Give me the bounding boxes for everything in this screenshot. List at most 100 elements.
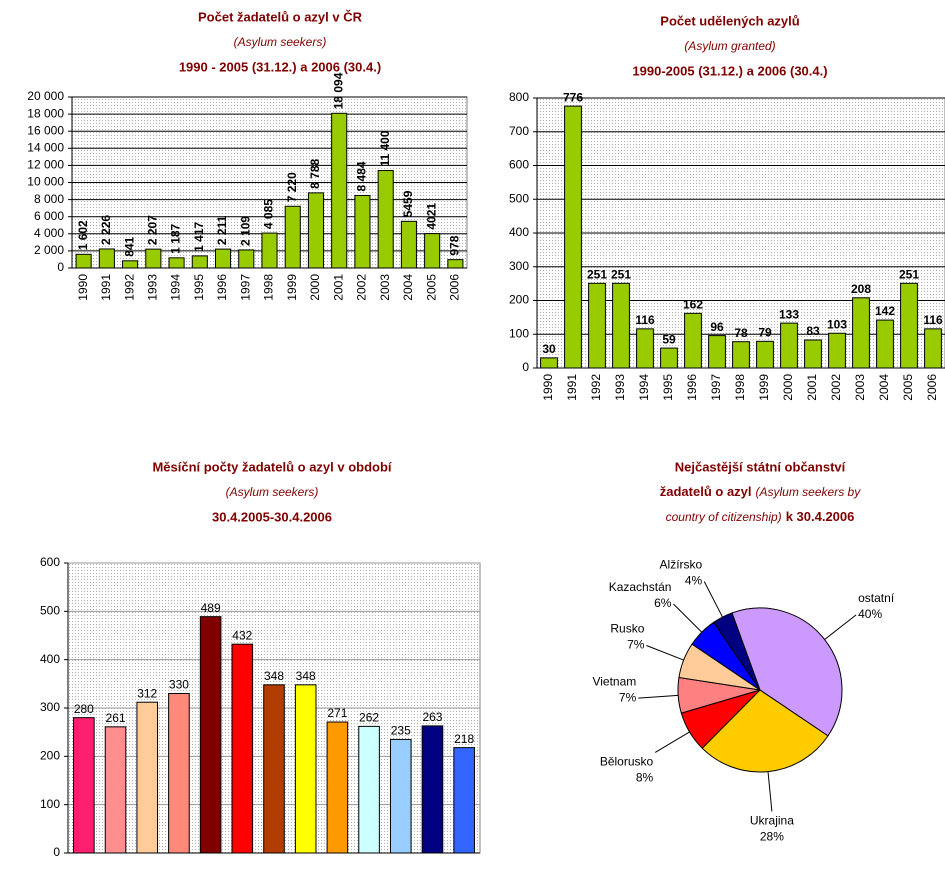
data-label: 78 [734, 326, 748, 340]
data-label: 1 417 [192, 222, 206, 252]
data-label: 271 [327, 706, 347, 720]
bar [684, 312, 702, 369]
pie-slice [712, 612, 761, 691]
data-label: 312 [137, 686, 157, 700]
y-tick-label: 16 000 [27, 123, 64, 137]
bar [924, 328, 942, 369]
x-tick-label: 2001 [331, 274, 345, 301]
x-tick-label: 2003 [378, 274, 392, 301]
bar [191, 255, 208, 269]
bar [828, 332, 846, 369]
bar [852, 297, 870, 369]
pie-value: 28% [760, 830, 784, 844]
y-tick-label: 8 000 [34, 192, 64, 206]
bar [900, 282, 918, 369]
bar [612, 282, 630, 369]
bar [168, 693, 190, 854]
y-tick-label: 500 [509, 191, 529, 205]
y-tick-label: 6 000 [34, 209, 64, 223]
y-tick-label: 800 [509, 90, 529, 104]
chart-title: Měsíční počty žadatelů o azyl v období [152, 459, 391, 474]
y-tick-label: 4 000 [34, 226, 64, 240]
leader-line [703, 581, 723, 618]
x-tick-label: 1991 [565, 374, 579, 401]
bar [261, 232, 278, 269]
chart-period: 30.4.2005-30.4.2006 [212, 509, 332, 524]
bar [564, 105, 582, 369]
x-tick-label: 2004 [401, 274, 415, 301]
chart-subtitle: (Asylum seekers) [226, 485, 319, 499]
pie-value: 8% [636, 771, 654, 785]
x-tick-label: 2006 [448, 274, 462, 301]
bar [331, 112, 348, 269]
y-tick-label: 2 000 [34, 243, 64, 257]
leader-line [638, 694, 679, 699]
chart-period: 1990 - 2005 (31.12.) a 2006 (30.4.) [179, 59, 381, 74]
leader-line [767, 771, 773, 812]
pie-value: 7% [619, 690, 637, 704]
data-label: 776 [563, 90, 583, 104]
data-label: 841 [122, 236, 136, 256]
data-label: 280 [74, 702, 94, 716]
data-label: 4 085 [262, 199, 276, 229]
leader-line [654, 731, 690, 753]
y-tick-label: 200 [40, 749, 60, 763]
data-label: 262 [359, 711, 379, 725]
bar [708, 335, 726, 369]
data-label: 218 [454, 732, 474, 746]
x-tick-label: 1996 [215, 274, 229, 301]
data-label: 4021 [424, 203, 438, 230]
y-tick-label: 0 [57, 260, 64, 274]
bar [421, 725, 444, 854]
bar [636, 328, 654, 369]
y-tick-label: 100 [509, 326, 529, 340]
x-tick-label: 1997 [709, 374, 723, 401]
bar [876, 319, 894, 369]
data-label: 116 [923, 313, 943, 327]
pie-value: 6% [654, 596, 672, 610]
y-tick-label: 100 [40, 797, 60, 811]
data-label: 30 [542, 342, 556, 356]
bar [75, 253, 92, 269]
bar [145, 248, 162, 269]
bar [104, 726, 127, 854]
bar [263, 684, 285, 854]
bar [294, 684, 317, 854]
data-label: 2 211 [215, 215, 229, 245]
data-label: 83 [806, 324, 820, 338]
y-tick-label: 200 [509, 293, 529, 307]
y-tick-label: 400 [40, 652, 60, 666]
chart-title: Nejčastější státní občanství [675, 459, 846, 474]
bar [73, 717, 95, 854]
data-label: 8 484 [355, 161, 369, 191]
bar [756, 340, 774, 369]
bar [307, 192, 325, 269]
x-tick-label: 1998 [733, 374, 747, 401]
x-tick-label: 1991 [99, 274, 113, 301]
data-label: 5459 [401, 190, 415, 217]
x-tick-label: 1990 [541, 374, 555, 401]
subtitle-part: (Asylum seekers by [756, 485, 862, 499]
data-label: 2 226 [99, 215, 113, 245]
pie-label: Ukrajina [750, 814, 794, 828]
bar [358, 725, 380, 854]
pie-label: Vietnam [592, 674, 636, 688]
subtitle-part: country of citizenship) [666, 510, 782, 524]
data-label: 251 [587, 267, 607, 281]
data-label: 251 [611, 267, 631, 281]
data-label: 103 [827, 317, 847, 331]
bar [804, 339, 822, 369]
y-tick-label: 0 [53, 845, 60, 859]
data-label: 261 [106, 711, 126, 725]
pie-label: Bělorusko [600, 755, 654, 769]
y-tick-label: 0 [522, 360, 529, 374]
data-label: 489 [201, 601, 221, 615]
bar [199, 616, 222, 854]
bar [168, 257, 185, 269]
data-label: 11 400 [378, 130, 392, 166]
bar [214, 248, 232, 269]
bar [588, 282, 606, 369]
x-tick-label: 1995 [661, 374, 675, 401]
pie-value: 4% [685, 574, 703, 588]
